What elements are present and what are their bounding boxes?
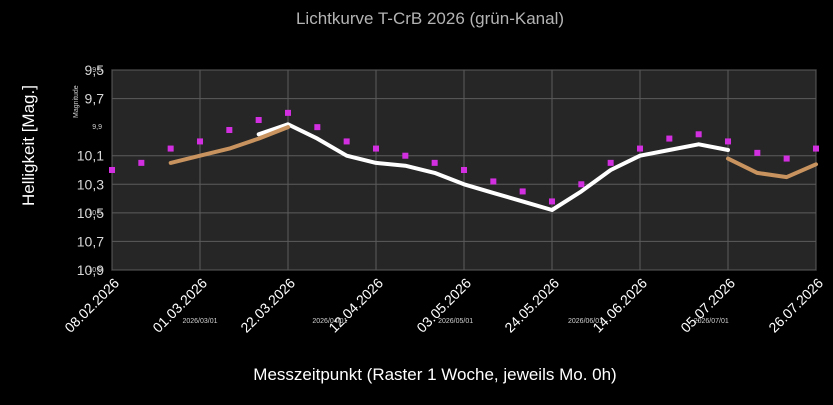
series-line — [726, 156, 818, 180]
data-point — [255, 117, 262, 123]
data-point — [637, 145, 643, 152]
data-point — [343, 138, 350, 145]
x-tick-label: 08.02.2026 — [61, 275, 122, 336]
x-tick-label: 24.05.2026 — [501, 275, 562, 336]
data-point — [813, 145, 819, 152]
inner-x-tick-labels: 2026/03/01 2026/04/01 2026/05/01 2026/06/01… — [182, 318, 728, 325]
inner-y-tick-label: 9,5 — [92, 67, 102, 74]
inner-y-tick-label: 9,9 — [92, 124, 102, 131]
data-point — [490, 178, 497, 185]
data-point — [578, 181, 585, 188]
inner-y-axis-label: Magnitude — [73, 85, 80, 118]
y-tick-label: 9,5 — [85, 62, 105, 78]
data-point — [783, 155, 790, 162]
inner-x-tick-label: 2026/05/01 — [438, 318, 473, 325]
grid-lines — [111, 69, 817, 271]
data-point — [695, 131, 702, 138]
inner-y-tick-labels: 9,5 9,9 10,5 10,9 — [88, 67, 102, 274]
data-point — [519, 188, 526, 195]
data-point — [402, 152, 409, 159]
y-tick-labels: 9,5 9,7 10,1 10,3 10,5 10,7 10,9 — [77, 62, 104, 278]
data-point — [607, 159, 614, 166]
inner-x-tick-label: 2026/07/01 — [694, 318, 729, 325]
data-point — [226, 127, 233, 133]
inner-y-tick-label: 10,9 — [88, 267, 102, 274]
x-tick-label: 26.07.2026 — [765, 275, 826, 336]
inner-x-tick-label: 2026/03/01 — [182, 318, 217, 325]
data-point — [138, 159, 145, 166]
y-tick-label: 10,5 — [77, 205, 104, 221]
data-point — [549, 198, 555, 205]
x-tick-labels: 08.02.2026 01.03.2026 22.03.2026 12.04.2026… — [61, 275, 826, 336]
y-tick-label: 10,9 — [77, 262, 104, 278]
x-axis-title: Messzeitpunkt (Raster 1 Woche, jeweils M… — [253, 365, 616, 384]
data-point — [109, 167, 115, 173]
data-point — [373, 145, 379, 152]
x-tick-label: 22.03.2026 — [237, 275, 298, 336]
y-tick-label: 10,3 — [77, 176, 104, 192]
x-tick-label: 03.05.2026 — [413, 275, 474, 336]
data-point — [431, 159, 438, 166]
data-point — [167, 145, 174, 152]
data-point — [666, 135, 673, 142]
data-marks — [109, 109, 819, 212]
data-point — [754, 149, 761, 156]
data-point — [725, 138, 731, 145]
y-axis-title: Helligkeit [Mag.] — [19, 85, 38, 206]
data-point — [285, 109, 291, 116]
y-tick-label: 9,7 — [85, 91, 105, 107]
inner-x-tick-label: 2026/06/01 — [568, 318, 603, 325]
inner-x-tick-label: 2026/04/01 — [312, 318, 347, 325]
x-tick-label: 12.04.2026 — [325, 275, 386, 336]
chart-title: Lichtkurve T-CrB 2026 (grün-Kanal) — [296, 9, 564, 28]
x-tick-label: 01.03.2026 — [149, 275, 210, 336]
x-tick-label: 14.06.2026 — [589, 275, 650, 336]
y-tick-label: 10,1 — [77, 148, 104, 164]
x-tick-label: 05.07.2026 — [677, 275, 738, 336]
data-point — [197, 138, 203, 145]
inner-y-tick-label: 10,5 — [88, 210, 102, 217]
series-line — [168, 125, 290, 165]
y-tick-label: 10,7 — [77, 233, 104, 249]
data-point — [461, 167, 467, 173]
series-line — [256, 122, 730, 212]
data-point — [314, 124, 321, 131]
